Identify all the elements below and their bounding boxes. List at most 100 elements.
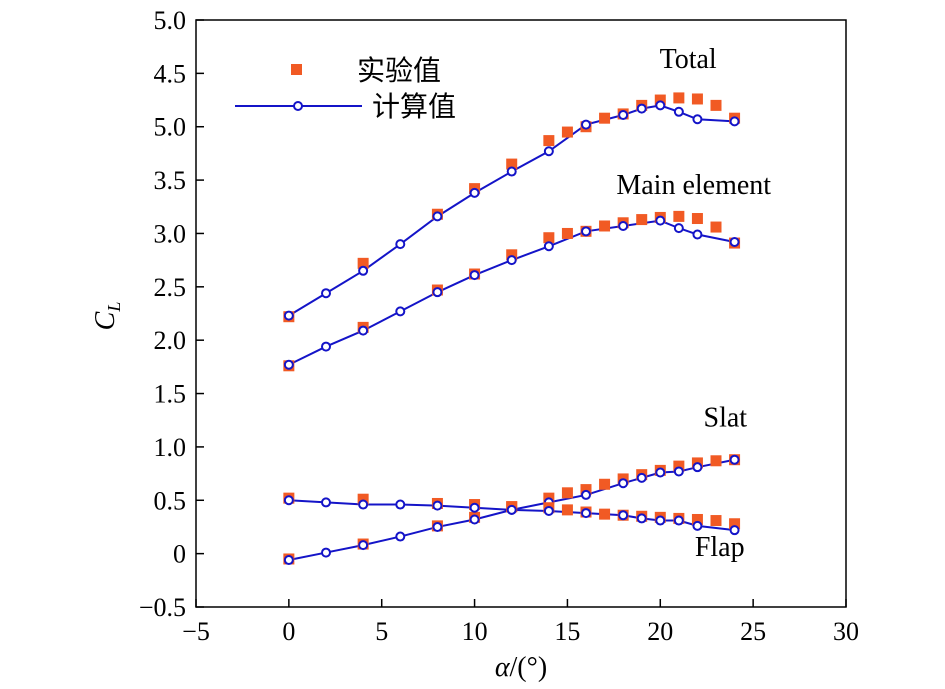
y-tick-label: −0.5 <box>139 593 186 622</box>
legend-experimental-label: 实验值 <box>357 54 441 87</box>
total-computed-point <box>469 187 480 198</box>
slat-series-label: Slat <box>704 403 748 434</box>
slat-computed-point <box>358 540 369 551</box>
slat-experimental-point <box>673 460 685 472</box>
main-element-computed-point <box>618 220 629 231</box>
y-tick-label: 5.0 <box>154 113 187 142</box>
total-computed-point <box>321 288 331 299</box>
flap-computed-point <box>469 502 480 513</box>
x-tick-label: −5 <box>182 617 210 646</box>
y-tick-label: 3.0 <box>154 219 187 248</box>
total-computed-point <box>636 103 647 114</box>
legend: 实验值 计算值 <box>235 54 456 123</box>
flap-computed-point <box>692 520 703 531</box>
slat-computed-point <box>673 466 684 477</box>
flap-computed-point <box>618 510 629 521</box>
main-element-computed-point <box>358 325 369 336</box>
flap-computed-point <box>729 525 740 536</box>
main-element-computed-point <box>543 241 554 252</box>
total-computed-point <box>395 239 406 250</box>
y-axis-subscript: L <box>104 302 124 313</box>
total-computed-point <box>729 116 740 127</box>
main-element-experimental-point <box>673 210 685 222</box>
flap-experimental-point <box>710 515 722 527</box>
y-tick-label: 0.5 <box>154 486 187 515</box>
flap-computed-point <box>543 505 554 516</box>
series-annotations: Total Main element Slat Flap <box>616 44 771 563</box>
total-computed-point <box>432 211 443 222</box>
main-element-experimental-point <box>636 214 648 226</box>
main-element-computed-point <box>432 287 443 298</box>
y-tick-label: 0 <box>173 540 186 569</box>
x-tick-label: 5 <box>375 617 388 646</box>
slat-computed-point <box>692 462 703 473</box>
main-element-computed-point <box>673 223 684 234</box>
x-axis-symbol: α <box>495 652 511 683</box>
main-element-experimental-point <box>506 249 518 261</box>
flap-computed-point <box>673 515 684 526</box>
flap-experimental-point <box>599 508 611 520</box>
y-tick-label: 4.5 <box>154 59 187 88</box>
y-tick-label: 1.0 <box>154 433 187 462</box>
main-element-computed-point <box>506 255 517 266</box>
total-computed-point <box>692 114 703 125</box>
main-element-computed-point <box>283 359 294 370</box>
main-element-computed-point <box>321 341 331 352</box>
slat-computed-point <box>729 454 740 465</box>
total-computed-point <box>618 109 629 120</box>
main-element-computed-point <box>469 270 480 281</box>
axes <box>195 19 847 608</box>
main-element-experimental-point <box>710 221 722 233</box>
total-experimental-point <box>654 94 666 106</box>
y-tick-label: 2.0 <box>154 326 187 355</box>
total-series-label: Total <box>660 44 717 75</box>
flap-experimental-point <box>561 504 573 516</box>
main-element-experimental-point <box>543 232 555 244</box>
total-experimental-point <box>691 93 703 105</box>
flap-computed-point <box>358 499 369 510</box>
slat-computed-point <box>618 478 629 489</box>
flap-computed-point <box>655 515 666 526</box>
y-tick-label: 3.5 <box>154 166 187 195</box>
total-experimental-point <box>543 135 555 147</box>
slat-computed-point <box>636 472 647 483</box>
total-computed-point <box>673 106 684 117</box>
y-axis-label: CL <box>90 302 124 331</box>
x-tick-label: 15 <box>554 617 580 646</box>
main-element-computed-point <box>581 226 591 237</box>
slat-experimental-point <box>580 484 592 496</box>
main-element-series-label: Main element <box>616 170 771 201</box>
main-element-computed-point <box>692 229 703 240</box>
legend-experimental-marker <box>291 64 302 75</box>
total-computed-point <box>581 119 591 130</box>
x-tick-label: 30 <box>833 617 859 646</box>
slat-experimental-point <box>710 455 722 467</box>
total-experimental-point <box>561 126 573 138</box>
total-experimental-point <box>357 257 369 269</box>
y-tick-label: 5.0 <box>154 6 187 35</box>
main-element-experimental-point <box>561 227 573 239</box>
main-element-computed-line <box>288 219 735 366</box>
total-experimental-point <box>710 99 722 111</box>
flap-experimental-point <box>729 518 741 530</box>
total-computed-point <box>506 166 517 177</box>
plot-frame <box>195 19 847 608</box>
y-axis-symbol: C <box>90 311 121 330</box>
x-axis-label: α/(°) <box>495 652 547 683</box>
flap-computed-point <box>283 495 294 506</box>
x-tick-label: 0 <box>282 617 295 646</box>
slat-computed-point <box>321 547 331 558</box>
x-tick-label: 20 <box>647 617 673 646</box>
y-tick-label: 2.5 <box>154 273 187 302</box>
slat-experimental-point <box>561 487 573 499</box>
main-element-computed-point <box>729 236 740 247</box>
main-element-computed-point <box>395 306 406 317</box>
total-computed-point <box>543 146 554 157</box>
slat-computed-point <box>581 489 591 500</box>
flap-computed-point <box>432 500 443 511</box>
slat-experimental-point <box>599 478 611 490</box>
flap-computed-point <box>506 504 517 515</box>
slat-computed-point <box>469 514 480 525</box>
